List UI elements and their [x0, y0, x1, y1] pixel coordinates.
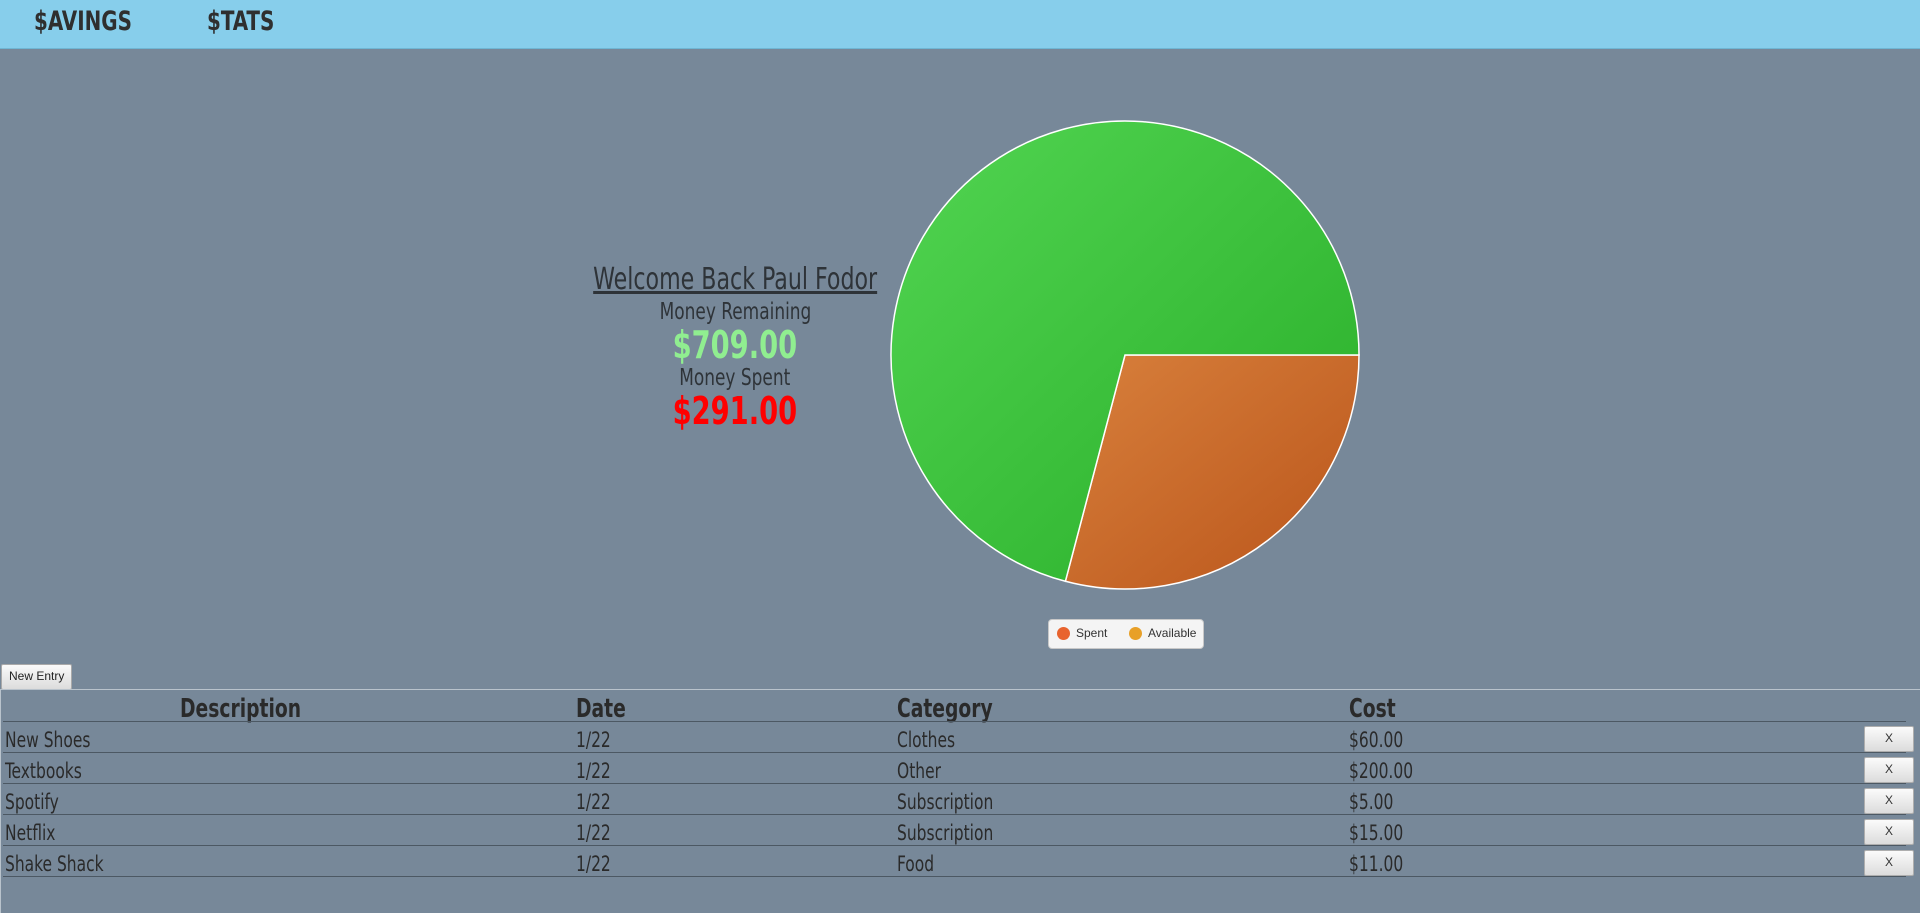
- pie-slice-spent: [1064, 354, 1360, 590]
- legend-item-spent: Spent: [1057, 626, 1107, 640]
- header-divider: [3, 721, 1906, 722]
- row-description: Shake Shack: [5, 852, 104, 876]
- money-spent-label: Money Spent: [679, 365, 791, 391]
- money-remaining-label: Money Remaining: [659, 299, 811, 325]
- row-description: Spotify: [5, 790, 59, 814]
- legend-dot-available: [1129, 626, 1142, 640]
- nav-savings[interactable]: $AVINGS: [34, 6, 132, 37]
- table-row: Shake Shack 1/22 Food $11.00 X: [0, 846, 1920, 877]
- row-date: 1/22: [576, 728, 611, 752]
- row-date: 1/22: [576, 759, 611, 783]
- delete-row-button[interactable]: X: [1864, 850, 1914, 876]
- row-category: Food: [897, 852, 935, 876]
- summary-panel: Welcome Back Paul Fodor Money Remaining …: [560, 262, 910, 433]
- row-date: 1/22: [576, 821, 611, 845]
- nav-stats[interactable]: $TATS: [207, 6, 275, 37]
- table-row: Netflix 1/22 Subscription $15.00 X: [0, 815, 1920, 846]
- column-header-category[interactable]: Category: [897, 694, 993, 724]
- row-description: New Shoes: [5, 728, 91, 752]
- row-divider: [3, 783, 1906, 784]
- row-cost: $200.00: [1349, 759, 1414, 783]
- row-date: 1/22: [576, 790, 611, 814]
- legend-label-spent: Spent: [1076, 626, 1108, 640]
- column-header-description[interactable]: Description: [180, 694, 302, 724]
- row-category: Subscription: [897, 821, 994, 845]
- row-cost: $15.00: [1349, 821, 1404, 845]
- money-remaining-value: $709.00: [672, 323, 798, 367]
- table-row: New Shoes 1/22 Clothes $60.00 X: [0, 722, 1920, 753]
- delete-row-button[interactable]: X: [1864, 788, 1914, 814]
- table-row: Textbooks 1/22 Other $200.00 X: [0, 753, 1920, 784]
- delete-row-button[interactable]: X: [1864, 819, 1914, 845]
- legend-dot-spent: [1057, 626, 1070, 640]
- row-description: Netflix: [5, 821, 56, 845]
- pie-slice-available: [890, 120, 1360, 583]
- welcome-title: Welcome Back Paul Fodor: [593, 262, 877, 297]
- column-header-date[interactable]: Date: [576, 694, 626, 724]
- row-divider: [3, 876, 1906, 877]
- table-row: Spotify 1/22 Subscription $5.00 X: [0, 784, 1920, 815]
- row-divider: [3, 752, 1906, 753]
- row-divider: [3, 814, 1906, 815]
- row-cost: $5.00: [1349, 790, 1394, 814]
- row-date: 1/22: [576, 852, 611, 876]
- row-cost: $11.00: [1349, 852, 1404, 876]
- row-description: Textbooks: [5, 759, 82, 783]
- legend-item-available: Available: [1129, 626, 1196, 640]
- row-category: Clothes: [897, 728, 956, 752]
- column-header-cost[interactable]: Cost: [1349, 694, 1396, 724]
- row-cost: $60.00: [1349, 728, 1404, 752]
- pie-chart-svg: [890, 120, 1360, 590]
- row-divider: [3, 845, 1906, 846]
- money-spent-value: $291.00: [672, 389, 798, 433]
- row-category: Subscription: [897, 790, 994, 814]
- legend-label-available: Available: [1148, 626, 1197, 640]
- delete-row-button[interactable]: X: [1864, 757, 1914, 783]
- top-nav-bar: $AVINGS $TATS: [0, 0, 1920, 49]
- budget-pie-chart: [880, 110, 1370, 600]
- expense-table: [0, 689, 1920, 913]
- new-entry-button[interactable]: New Entry: [1, 664, 73, 690]
- row-category: Other: [897, 759, 941, 783]
- delete-row-button[interactable]: X: [1864, 726, 1914, 752]
- chart-legend: Spent Available: [1048, 619, 1204, 649]
